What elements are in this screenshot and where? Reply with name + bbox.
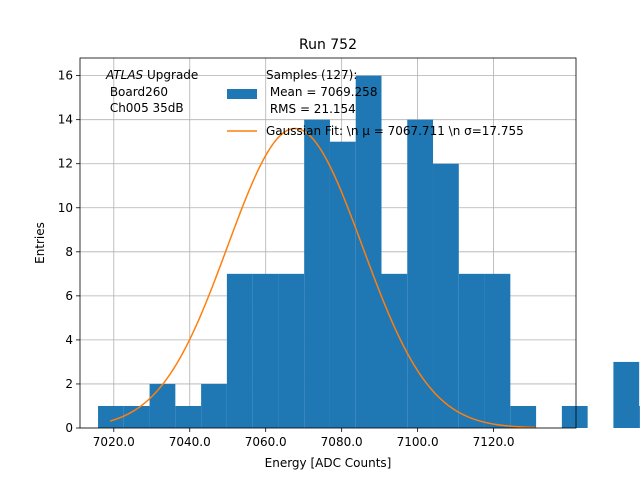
x-axis-label: Energy [ADC Counts] [265,456,392,470]
histogram-bar [149,383,176,428]
y-tick-label: 14 [58,113,73,127]
histogram-bar [175,405,202,428]
y-tick-label: 2 [65,377,73,391]
y-tick-label: 6 [65,289,73,303]
histogram-bar [355,75,382,428]
histogram-bar [433,163,459,428]
chart-title: Run 752 [299,37,357,53]
y-tick-label: 0 [65,421,73,435]
legend-mean-label: Mean = 7069.258 [266,85,377,99]
info-text-box: ATLAS Upgrade Board260 Ch005 35dB [105,68,198,115]
x-tick-label: 7080.0 [321,435,363,449]
legend-histogram-swatch [227,89,257,99]
histogram-bar [123,405,150,428]
y-tick-label: 12 [58,157,73,171]
x-tick-label: 7040.0 [169,435,211,449]
histogram-bar [561,405,588,428]
gaussian-fit-curve [109,127,536,429]
atlas-word: ATLAS [105,68,144,82]
y-tick-label: 10 [58,201,73,215]
histogram-bar [484,273,511,428]
histogram-bar [98,405,124,428]
y-axis-label: Entries [33,222,47,264]
legend: Samples (127): Mean = 7069.258 RMS = 21.… [227,68,524,138]
info-line-3: Ch005 35dB [106,101,184,115]
x-tick-label: 7100.0 [397,435,439,449]
legend-samples-label: Samples (127): [266,68,357,82]
plot-frame [79,57,577,429]
histogram-bar [278,273,305,428]
histogram-bar [613,361,640,428]
histogram-bar [226,273,253,428]
histogram-bar [252,273,279,428]
legend-rms-label: RMS = 21.154 [266,102,356,116]
histogram-bar [510,405,537,428]
y-tick-label: 8 [65,245,73,259]
info-line-1: ATLAS Upgrade [105,68,198,82]
histogram-bars [98,75,640,429]
legend-fit-label: Gaussian Fit: \n μ = 7067.711 \n σ=17.75… [266,124,524,138]
x-tick-label: 7120.0 [473,435,515,449]
histogram-bar [201,383,227,428]
upgrade-word: Upgrade [143,68,198,82]
x-axis-ticks: 7020.0 7040.0 7060.0 7080.0 7100.0 7120.0 [93,428,515,449]
histogram-bar [304,119,330,429]
histogram-bar [329,141,356,428]
x-tick-label: 7020.0 [93,435,135,449]
histogram-bar [458,273,485,428]
info-line-2: Board260 [106,85,168,99]
x-tick-label: 7060.0 [245,435,287,449]
y-tick-label: 4 [65,333,73,347]
y-tick-label: 16 [58,69,73,83]
y-axis-ticks: 0 2 4 6 8 10 12 14 16 [58,69,80,435]
histogram-bar [381,273,408,428]
histogram-bar [407,119,434,429]
